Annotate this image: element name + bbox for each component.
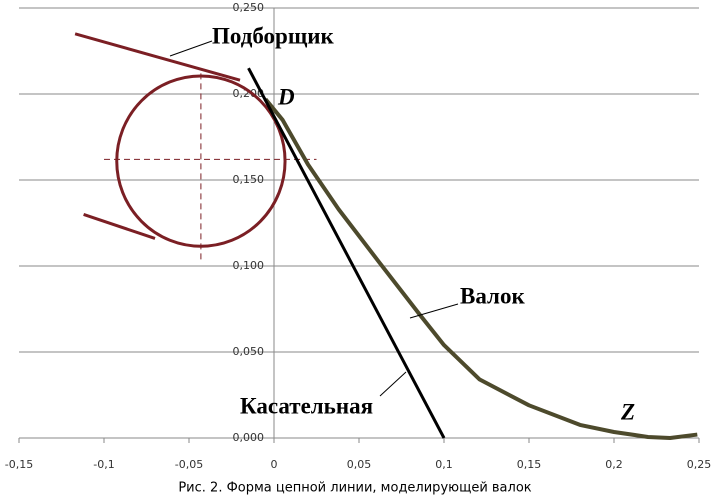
x-tick-label: 0,05 [347,458,372,471]
annotation: Z [620,399,635,424]
caption: Рис. 2. Форма цепной линии, моделирующей… [178,481,531,496]
leader-line [169,40,213,57]
y-tick-label: 0,050 [233,345,265,358]
series-label: Подборщик [212,23,335,48]
x-tick-label: 0,2 [605,458,623,471]
y-tick-label: 0,100 [233,259,265,272]
leader-line [379,371,407,397]
y-tick-label: 0,000 [233,431,265,444]
series-label: Касательная [240,393,373,418]
series-label: Валок [460,283,525,308]
x-tick-label: -0,1 [93,458,114,471]
x-tick-label: 0,15 [517,458,542,471]
series-line [247,67,446,439]
y-tick-label: 0,250 [233,1,265,14]
x-tick-label: -0,05 [175,458,203,471]
picker-circle [115,74,287,248]
y-tick-label: 0,150 [233,173,265,186]
annotation: D [277,84,295,109]
x-tick-label: -0,15 [5,458,33,471]
leader-line [409,303,459,319]
series-line [263,97,698,440]
x-tick-label: 0 [271,458,278,471]
x-tick-label: 0,1 [435,458,453,471]
picker-line [74,32,241,82]
picker-line [83,212,156,240]
x-tick-label: 0,25 [687,458,711,471]
